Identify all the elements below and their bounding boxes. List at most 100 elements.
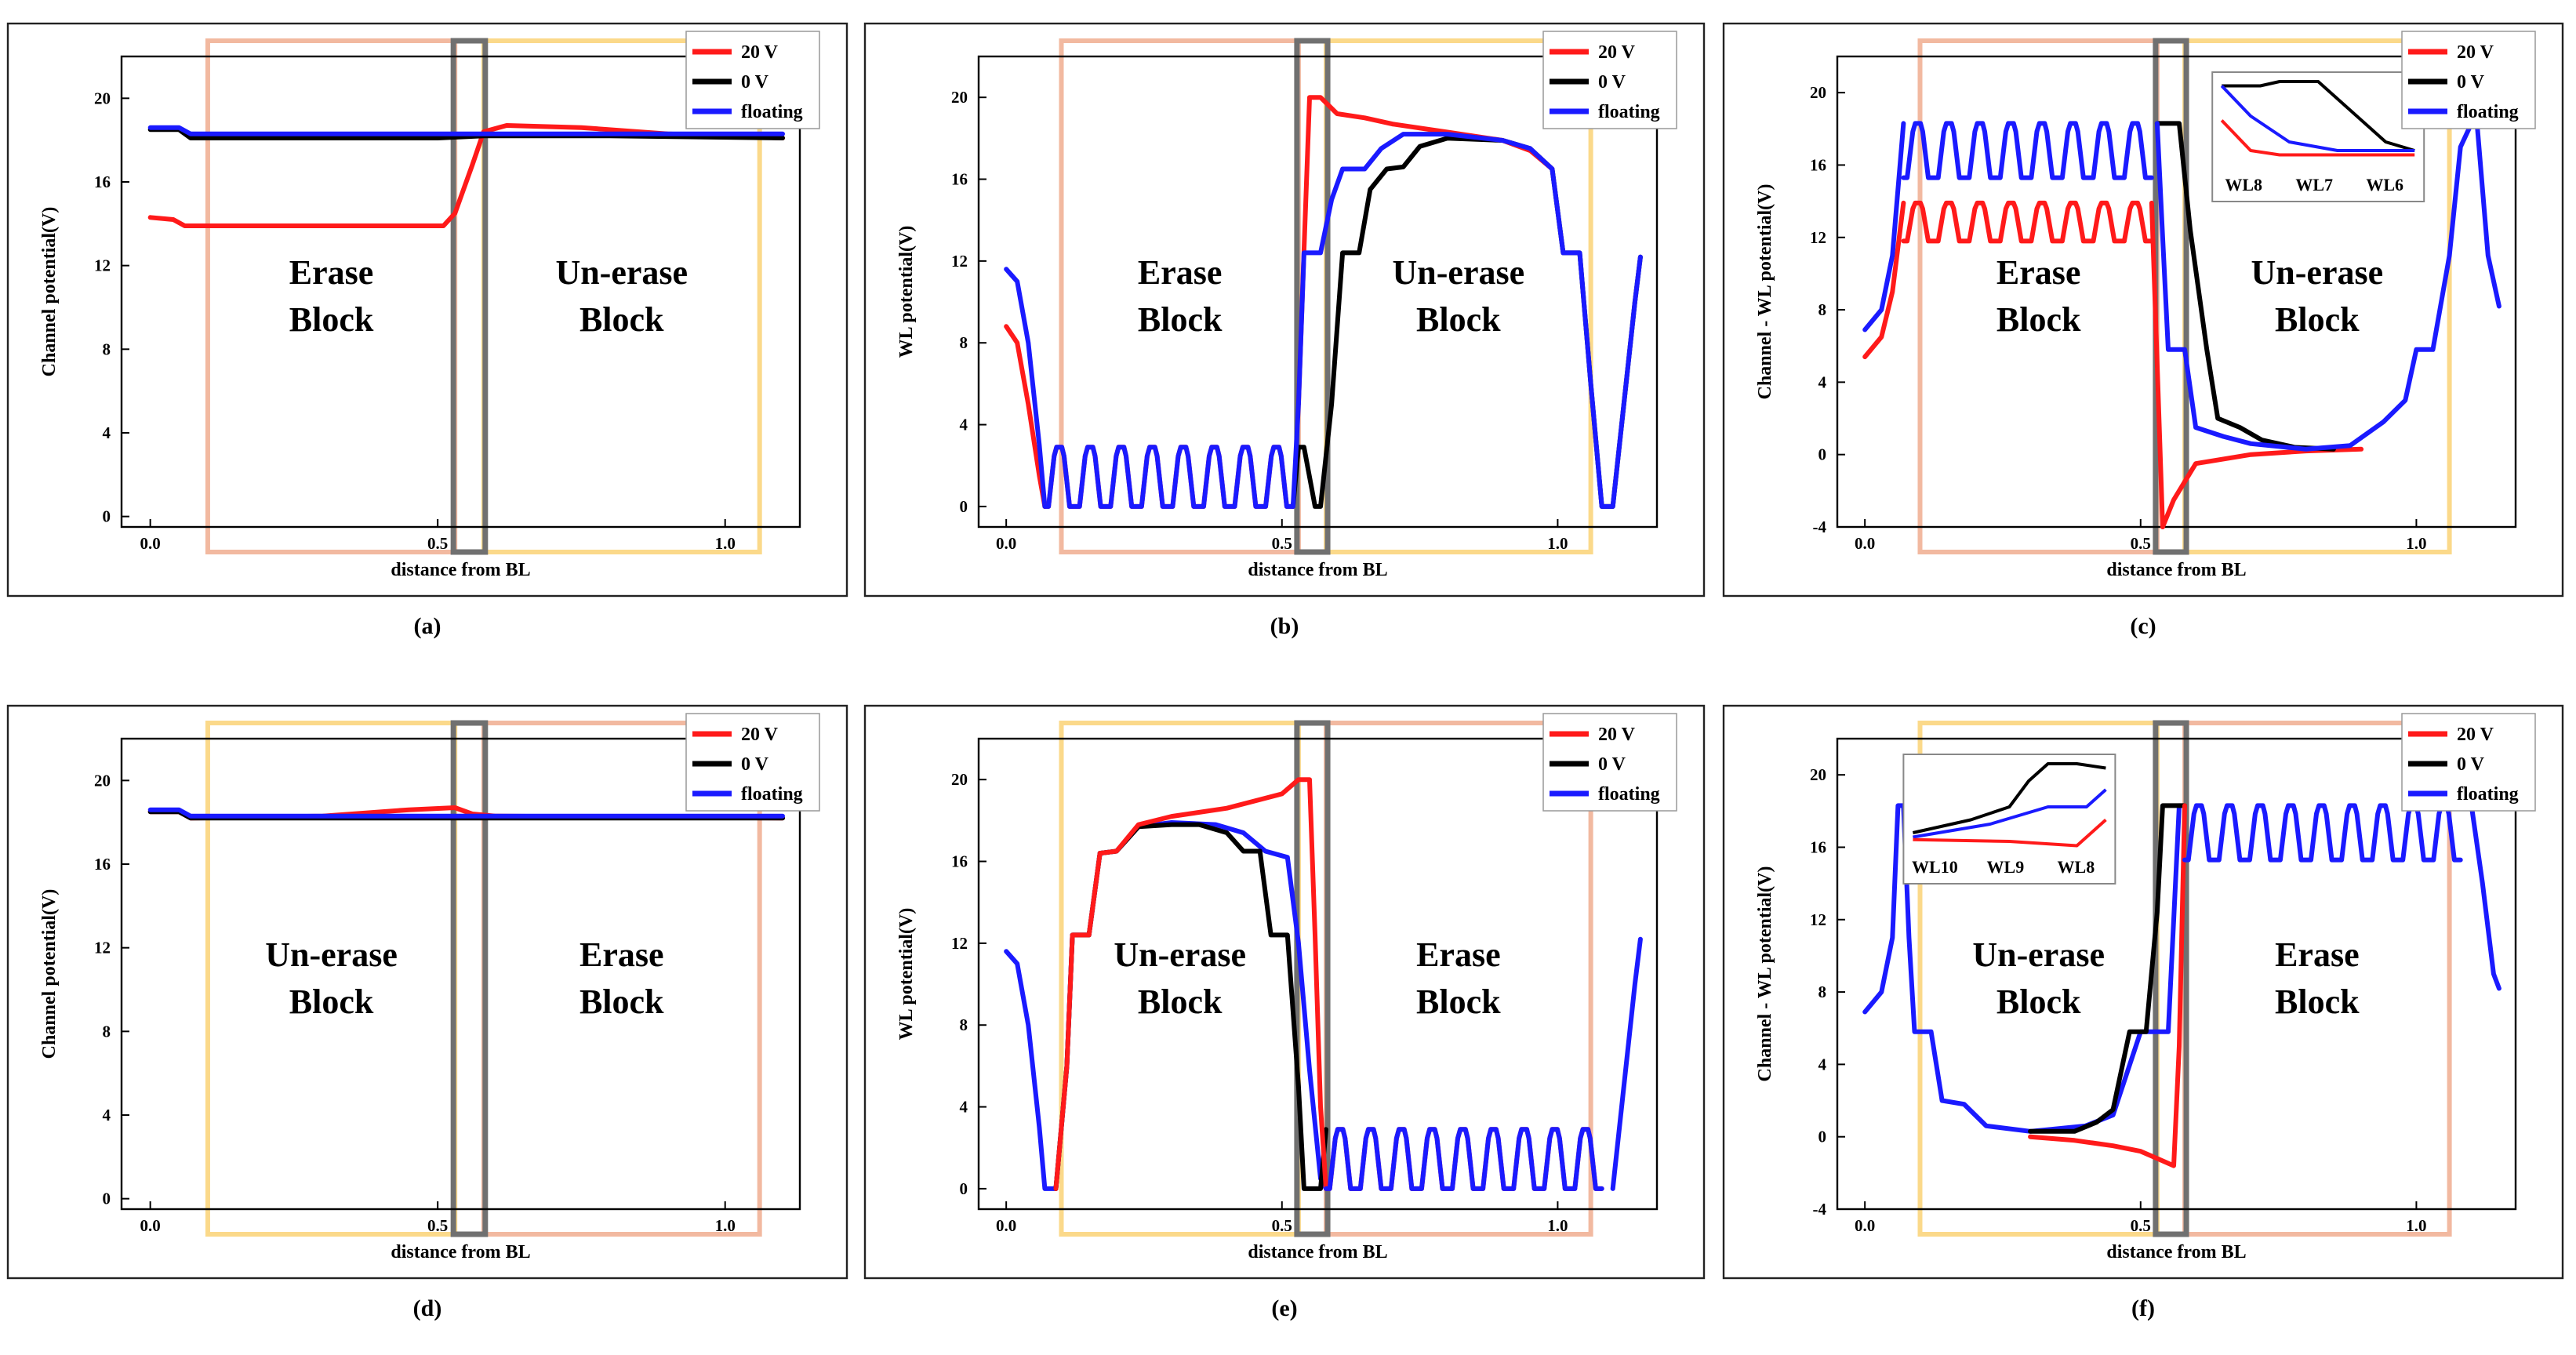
series-line-red — [2028, 803, 2187, 1168]
series-line-blue — [1004, 267, 1048, 509]
legend-label: floating — [1598, 784, 1660, 805]
legend: 20 V 0 V floating — [1542, 31, 1677, 129]
series-line-red — [2149, 200, 2364, 529]
series-wave-red — [1901, 200, 2154, 244]
series-line-red — [147, 123, 785, 228]
series-line-blue — [2474, 121, 2502, 309]
x-tick-label: 0.5 — [2131, 534, 2151, 553]
region-boxes — [1059, 38, 1593, 555]
legend-label: 0 V — [2457, 72, 2485, 93]
inset-label: WL7 — [2295, 175, 2333, 194]
x-tick-label: 0.5 — [1272, 1216, 1292, 1235]
region-label-line: Un-erase — [555, 253, 688, 292]
x-tick-label: 0.0 — [140, 534, 161, 553]
region-label-line: Block — [1138, 983, 1223, 1021]
chart-panel-e: 0.0 0.5 1.0 0 4 8 12 16 20 distance from BL WL pot… — [863, 704, 1706, 1321]
region-label: Un-erase Block — [1972, 935, 2105, 1021]
series-wave-blue — [1901, 121, 2154, 180]
region-boxes — [1059, 720, 1593, 1237]
y-tick-label: -4 — [1813, 1200, 1827, 1219]
region-label: Erase Block — [580, 935, 664, 1021]
region-label-line: Block — [2275, 300, 2360, 339]
panel-caption: (a) — [414, 613, 441, 639]
panel-caption: (e) — [1271, 1295, 1297, 1321]
series-wave-blue — [1042, 445, 1295, 509]
legend-label: 20 V — [2457, 42, 2494, 63]
legend-label: floating — [2457, 102, 2519, 122]
y-tick-label: 20 — [94, 771, 111, 790]
series-line-red — [1053, 777, 1328, 1191]
x-tick-label: 0.0 — [1855, 534, 1875, 553]
legend: 20 V 0 V floating — [685, 713, 820, 812]
series-line-blue — [147, 807, 785, 819]
boundary-box — [450, 720, 489, 1237]
x-tick-label: 1.0 — [2406, 534, 2426, 553]
region-label-line: Erase — [1138, 253, 1223, 292]
y-tick-label: 16 — [1810, 155, 1826, 174]
series-line-blue — [147, 125, 785, 136]
y-tick-label: 12 — [951, 252, 968, 271]
series-line-blue — [2154, 121, 2474, 452]
inset-line — [2220, 85, 2415, 152]
series-line-red — [1862, 200, 1906, 360]
legend-label: 0 V — [1598, 72, 1626, 93]
series-line-blue — [1610, 936, 1643, 1191]
y-tick-label: 20 — [94, 89, 111, 107]
y-tick-label: 0 — [1818, 1128, 1827, 1146]
inset-label: WL8 — [2225, 175, 2262, 194]
series-line-black — [2028, 803, 2187, 1134]
x-tick-label: 0.5 — [427, 534, 448, 553]
plot-frame — [977, 737, 1659, 1211]
y-tick-label: 0 — [103, 1190, 111, 1208]
inset-label: WL8 — [2058, 857, 2095, 877]
boundary-box — [1294, 720, 1331, 1237]
panel-caption: (d) — [413, 1295, 442, 1321]
y-tick-label: 8 — [1818, 983, 1827, 1001]
panel-caption: (c) — [2130, 613, 2156, 639]
y-tick-label: 20 — [1810, 765, 1826, 784]
legend-label: 20 V — [1598, 42, 1636, 63]
chart-panel-a: 0.0 0.5 1.0 0 4 8 12 16 20 distance from BL Channe… — [6, 22, 848, 639]
legend: 20 V 0 V floating — [2401, 713, 2536, 812]
region-label: Un-erase Block — [1114, 935, 1246, 1021]
region-label-line: Block — [580, 983, 664, 1021]
y-tick-label: 12 — [1810, 910, 1826, 929]
region-label-line: Un-erase — [1972, 935, 2105, 974]
y-tick-label: 4 — [960, 416, 968, 434]
x-axis-label: distance from BL — [391, 560, 530, 580]
region-label-line: Un-erase — [2251, 253, 2384, 292]
y-tick-label: 4 — [1818, 372, 1827, 391]
y-tick-label: 20 — [1810, 83, 1826, 102]
boundary-box — [2153, 720, 2189, 1237]
inset-line — [1913, 819, 2107, 848]
x-tick-label: 1.0 — [1547, 534, 1568, 553]
y-axis-label: WL potential(V) — [896, 908, 917, 1041]
region-label-line: Erase — [1996, 253, 2081, 292]
y-tick-label: 16 — [951, 170, 968, 189]
region-label-line: Block — [289, 983, 374, 1021]
region-label: Erase Block — [2275, 935, 2360, 1021]
inset-frame — [2211, 71, 2425, 202]
y-tick-label: 4 — [103, 423, 111, 442]
inset-line — [2220, 119, 2415, 157]
region-label-line: Block — [2275, 983, 2360, 1021]
y-tick-label: 16 — [951, 852, 968, 871]
x-tick-label: 1.0 — [715, 534, 736, 553]
x-axis-label: distance from BL — [391, 1242, 530, 1262]
series-group — [1862, 803, 2502, 1168]
x-tick-label: 0.5 — [1272, 534, 1292, 553]
region-label-line: Erase — [580, 935, 664, 974]
region-label: Erase Block — [1996, 253, 2081, 339]
y-tick-label: 12 — [94, 939, 111, 957]
legend-label: 20 V — [741, 42, 779, 63]
x-axis-label: distance from BL — [1248, 1242, 1387, 1262]
inset-line — [1913, 788, 2107, 839]
plot-frame — [120, 737, 801, 1211]
legend-label: 0 V — [1598, 754, 1626, 775]
y-tick-label: 8 — [960, 333, 968, 352]
x-tick-label: 0.5 — [427, 1216, 448, 1235]
y-tick-label: 0 — [103, 507, 111, 526]
series-wave-blue — [1324, 1127, 1604, 1191]
inset-line — [1912, 762, 2106, 834]
